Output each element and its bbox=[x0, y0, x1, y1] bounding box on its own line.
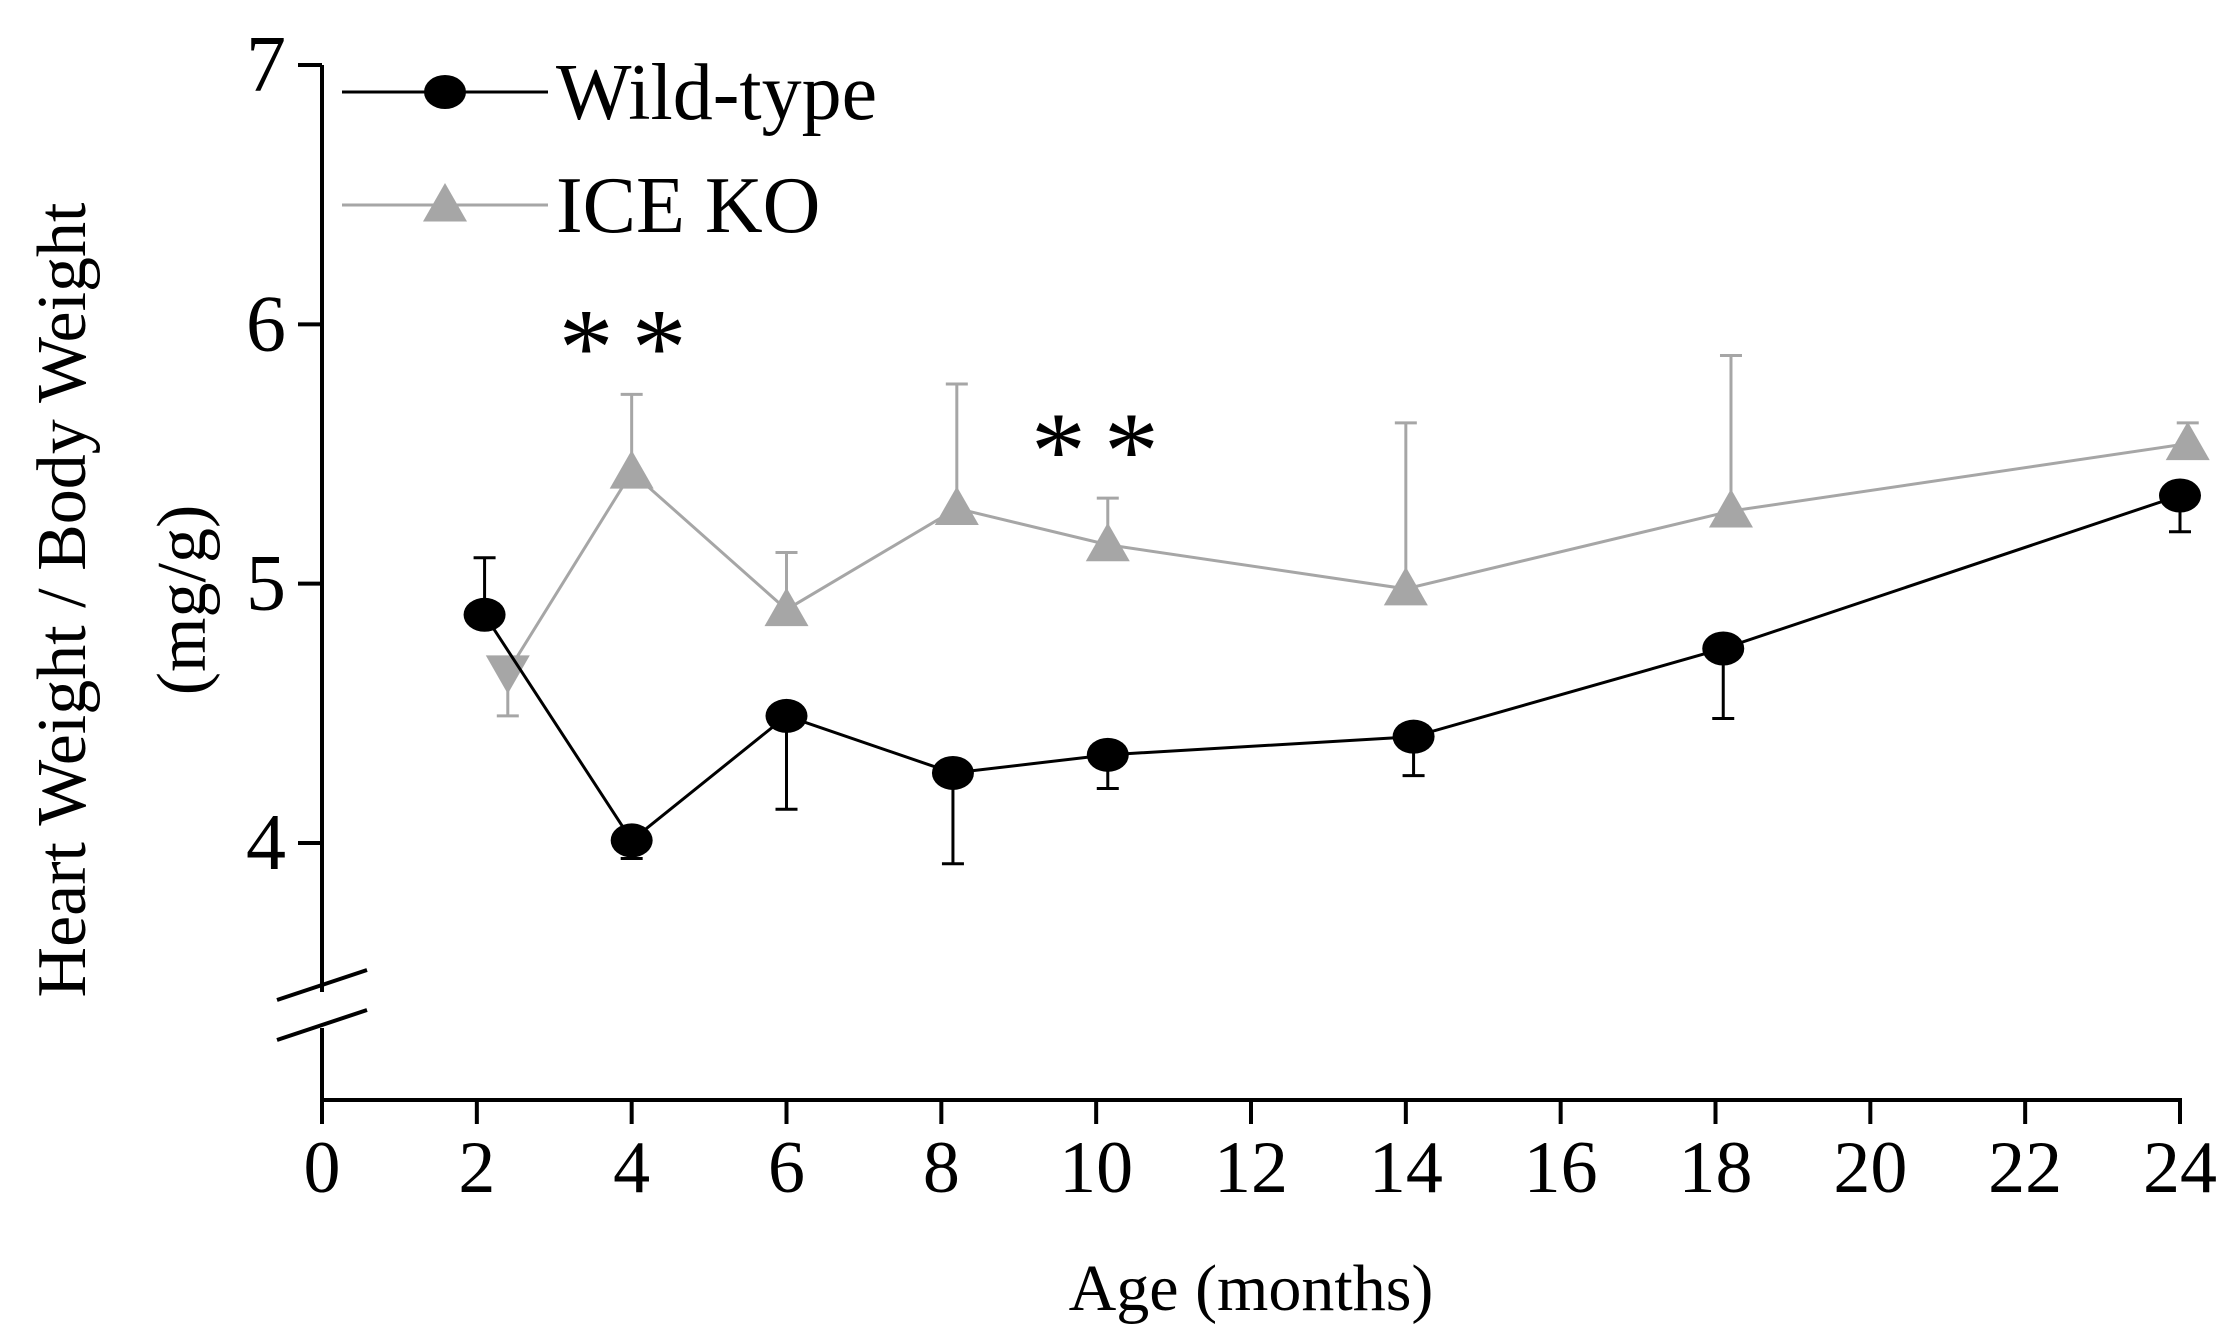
series-ice-ko bbox=[485, 353, 2210, 718]
legend: Wild-type ICE KO bbox=[342, 49, 877, 250]
y-tick-label: 6 bbox=[246, 280, 286, 368]
data-point bbox=[1086, 737, 1129, 772]
x-tick-label: 8 bbox=[923, 1127, 960, 1209]
data-point bbox=[764, 587, 809, 627]
y-tick-label: 7 bbox=[246, 21, 286, 109]
y-axis-label: Heart Weight / Body Weight bbox=[24, 202, 101, 997]
y-axis-label-units: (mg/g) bbox=[144, 505, 221, 696]
legend-marker bbox=[423, 183, 467, 222]
x-tick-label: 4 bbox=[613, 1127, 650, 1209]
significance-annotation: ** bbox=[559, 286, 705, 408]
x-tick-label: 22 bbox=[1988, 1127, 2062, 1209]
axis-break-mark bbox=[276, 968, 368, 1002]
y-tick-label: 4 bbox=[246, 799, 286, 887]
x-tick-label: 10 bbox=[1059, 1127, 1133, 1209]
x-tick-label: 20 bbox=[1833, 1127, 1907, 1209]
data-point bbox=[1383, 566, 1428, 606]
data-point bbox=[1085, 522, 1130, 562]
x-tick-label: 16 bbox=[1524, 1127, 1598, 1209]
x-tick-label: 12 bbox=[1214, 1127, 1288, 1209]
series-layer bbox=[463, 353, 2210, 866]
x-axis-label: Age (months) bbox=[1069, 1252, 1434, 1325]
x-tick-label: 24 bbox=[2143, 1127, 2217, 1209]
y-tick-label: 5 bbox=[246, 540, 286, 628]
series-line bbox=[483, 494, 2181, 843]
x-tick-label: 14 bbox=[1369, 1127, 1443, 1209]
data-point bbox=[1392, 719, 1435, 754]
annotation-layer: ** ** bbox=[559, 286, 1177, 512]
data-point bbox=[609, 450, 654, 489]
data-point bbox=[610, 823, 653, 858]
data-point bbox=[765, 698, 808, 733]
series-wild-type bbox=[463, 478, 2201, 866]
legend-marker bbox=[424, 75, 466, 109]
data-point bbox=[1708, 489, 1753, 528]
x-tick-label: 2 bbox=[458, 1127, 495, 1209]
x-ticks: 0 2 4 6 8 10 12 14 16 18 20 22 24 bbox=[304, 1100, 2217, 1209]
x-tick-label: 18 bbox=[1679, 1127, 1753, 1209]
data-point bbox=[931, 755, 974, 790]
x-tick-label: 6 bbox=[768, 1127, 805, 1209]
data-point bbox=[934, 486, 979, 525]
legend-label: Wild-type bbox=[556, 49, 877, 137]
data-point bbox=[2159, 478, 2201, 513]
significance-annotation: ** bbox=[1031, 390, 1177, 512]
data-point bbox=[463, 597, 506, 632]
y-ticks: 4 5 6 7 bbox=[246, 21, 322, 887]
axis-break-mark bbox=[276, 1008, 368, 1042]
legend-item-ice-ko: ICE KO bbox=[342, 162, 820, 250]
x-tick-label: 0 bbox=[304, 1127, 341, 1209]
data-point bbox=[2165, 421, 2210, 461]
series-line bbox=[506, 442, 2188, 673]
legend-item-wild-type: Wild-type bbox=[342, 49, 877, 137]
data-point bbox=[1702, 631, 1745, 666]
legend-label: ICE KO bbox=[556, 162, 820, 250]
